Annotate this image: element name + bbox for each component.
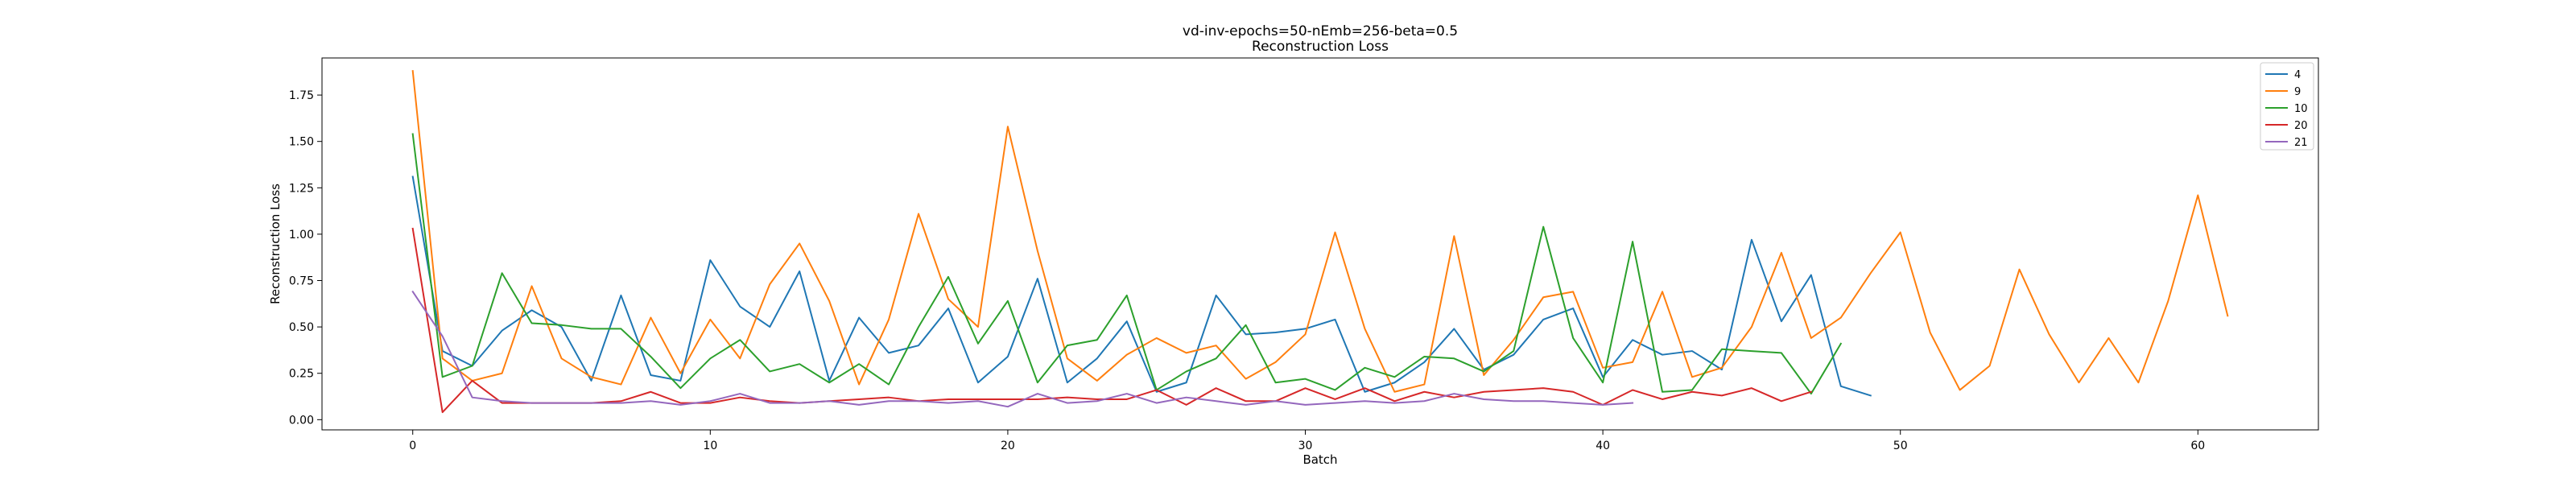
legend: 4 9 10 20 21 — [2260, 62, 2314, 151]
y-tick-label: 0.75 — [289, 275, 314, 288]
x-tick-label: 20 — [1001, 440, 1015, 452]
series-line-10 — [411, 133, 1843, 395]
y-tick-label: 1.00 — [289, 229, 314, 242]
legend-label-9: 9 — [2294, 86, 2301, 98]
x-tick-label: 40 — [1596, 440, 1610, 452]
y-tick-label: 1.25 — [289, 182, 314, 195]
legend-label-4: 4 — [2294, 69, 2301, 81]
axes-frame — [321, 57, 2319, 431]
y-tick-label: 1.75 — [289, 89, 314, 102]
x-axis-ticks: 0 10 20 30 40 50 60 — [409, 430, 2205, 452]
y-tick-label: 0.00 — [289, 414, 314, 427]
chart-subtitle: Reconstruction Loss — [1252, 39, 1389, 55]
series-line-20 — [411, 227, 1813, 414]
y-tick-label: 0.25 — [289, 368, 314, 381]
legend-items: 4 9 10 20 21 — [2265, 69, 2308, 149]
y-axis-label: Reconstruction Loss — [268, 184, 283, 304]
legend-box — [2260, 62, 2314, 151]
y-tick-label: 1.50 — [289, 136, 314, 149]
plot-area: 0 10 20 30 40 50 60 0.00 0.25 0.50 0.75 1.00 1.25 1.… — [289, 57, 2319, 452]
series-line-21 — [411, 290, 1634, 408]
x-tick-label: 30 — [1298, 440, 1313, 452]
series-line-9 — [411, 70, 2229, 393]
series-lines — [411, 70, 2229, 414]
legend-label-20: 20 — [2294, 120, 2308, 132]
y-tick-label: 0.50 — [289, 321, 314, 334]
x-tick-label: 60 — [2190, 440, 2205, 452]
x-tick-label: 0 — [409, 440, 416, 452]
legend-label-21: 21 — [2294, 137, 2308, 149]
series-line-4 — [411, 175, 1872, 397]
legend-label-10: 10 — [2294, 103, 2308, 115]
y-axis-ticks: 0.00 0.25 0.50 0.75 1.00 1.25 1.50 1.75 — [289, 89, 322, 427]
x-tick-label: 50 — [1893, 440, 1908, 452]
chart-title: vd-inv-epochs=50-nEmb=256-beta=0.5 — [1183, 23, 1458, 39]
x-tick-label: 10 — [703, 440, 717, 452]
x-axis-label: Batch — [1302, 452, 1337, 467]
